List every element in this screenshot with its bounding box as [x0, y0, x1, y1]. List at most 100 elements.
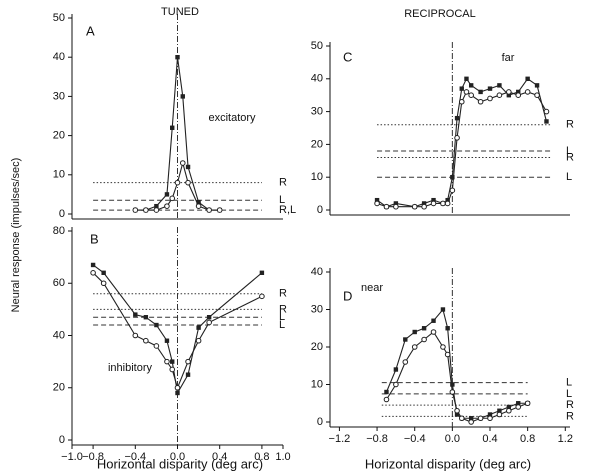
panel-letter: C: [343, 49, 352, 64]
x-axis-label: Horizontal disparity (deg arc): [97, 456, 263, 471]
y-tick-label: 30: [311, 106, 323, 118]
marker: [543, 108, 550, 115]
reference-label: R: [566, 410, 574, 422]
marker: [411, 344, 418, 350]
marker: [544, 119, 549, 124]
marker: [516, 89, 521, 95]
marker: [403, 337, 408, 342]
marker: [174, 179, 181, 186]
x-tick-label: 1.2: [558, 433, 573, 445]
marker: [170, 125, 175, 130]
marker: [411, 203, 418, 210]
marker: [525, 76, 530, 81]
marker: [206, 207, 212, 213]
marker: [524, 89, 531, 95]
marker: [185, 179, 191, 186]
marker: [180, 94, 185, 99]
marker: [374, 197, 380, 203]
marker: [143, 337, 149, 344]
x-tick-label: −1.0: [61, 451, 83, 463]
marker: [497, 408, 502, 413]
panel-letter: D: [343, 288, 352, 303]
marker: [393, 381, 399, 388]
marker: [164, 203, 170, 209]
reference-label: R: [279, 177, 287, 189]
marker: [506, 93, 512, 98]
annotation: inhibitory: [108, 362, 153, 374]
x-tick-label: −0.8: [366, 433, 388, 445]
marker: [133, 312, 138, 317]
marker: [487, 412, 493, 417]
marker: [175, 390, 180, 396]
marker: [463, 89, 470, 95]
marker: [440, 307, 446, 312]
marker: [154, 322, 159, 328]
marker: [196, 325, 201, 330]
marker: [487, 95, 493, 102]
y-tick-label: 50: [53, 12, 65, 24]
marker: [454, 412, 460, 417]
marker: [445, 326, 450, 331]
marker: [185, 372, 191, 377]
marker: [383, 203, 390, 210]
y-tick-label: 80: [53, 225, 65, 237]
annotation: near: [361, 282, 383, 294]
x-tick-label: 0.8: [520, 433, 535, 445]
y-tick-label: 60: [53, 277, 65, 289]
panel-letter: A: [86, 23, 95, 38]
marker: [440, 344, 446, 350]
marker: [384, 389, 389, 395]
marker: [421, 201, 427, 206]
marker: [445, 197, 450, 203]
marker: [169, 195, 176, 202]
marker: [477, 415, 484, 422]
x-axis-label: Horizontal disparity (deg arc): [365, 456, 531, 471]
marker: [175, 55, 180, 60]
reference-label: R: [279, 303, 287, 315]
x-tick-label: 1.0: [275, 451, 290, 463]
marker: [412, 329, 417, 335]
marker: [497, 83, 502, 88]
marker: [101, 270, 106, 275]
reference-label: L: [279, 319, 285, 331]
marker: [143, 207, 149, 213]
marker: [90, 270, 96, 276]
marker: [459, 86, 464, 91]
y-tick-label: 20: [53, 130, 65, 142]
marker: [170, 359, 175, 364]
marker: [458, 98, 465, 105]
reference-label: L: [279, 194, 285, 206]
marker: [259, 270, 265, 275]
marker: [454, 407, 460, 414]
x-tick-label: 0.4: [482, 433, 497, 445]
marker: [450, 175, 455, 180]
marker: [421, 336, 427, 343]
marker: [216, 207, 223, 213]
marker: [153, 343, 160, 349]
x-tick-label: 0.0: [170, 451, 185, 463]
reference-label: R: [566, 151, 574, 163]
y-tick-label: 20: [53, 382, 65, 394]
x-tick-label: −0.4: [124, 451, 146, 463]
x-tick-label: −1.2: [329, 433, 351, 445]
marker: [458, 415, 465, 422]
reference-label: L: [279, 311, 285, 323]
marker: [468, 419, 474, 425]
series-line: [92, 272, 263, 390]
marker: [464, 76, 469, 81]
reference-label: L: [566, 388, 572, 400]
marker: [431, 318, 436, 323]
marker: [496, 92, 503, 98]
marker: [100, 280, 107, 287]
marker: [468, 92, 474, 98]
reference-label: L: [566, 377, 572, 389]
marker: [487, 415, 493, 422]
marker: [506, 404, 512, 410]
series-line: [385, 308, 528, 419]
marker: [506, 407, 512, 414]
marker: [421, 326, 427, 331]
marker: [516, 401, 521, 406]
marker: [132, 207, 139, 213]
y-axis-label: Neural response (impulses/sec): [10, 158, 22, 313]
